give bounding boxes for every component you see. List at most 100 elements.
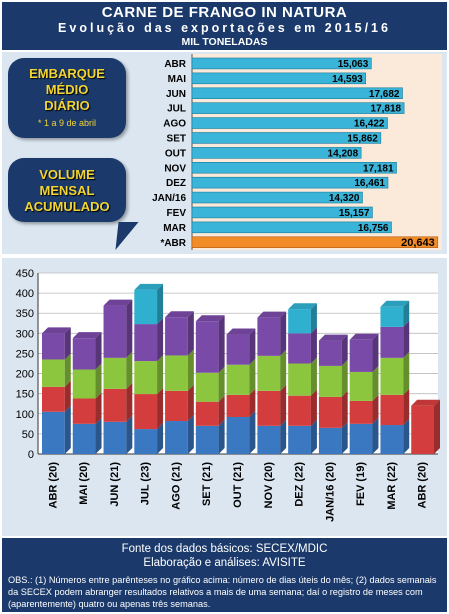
daily-category-label: MAR bbox=[163, 223, 187, 234]
stack-segment bbox=[165, 317, 188, 356]
stack-segment-side bbox=[341, 334, 348, 366]
stack-segment bbox=[72, 398, 96, 424]
chart-title: CARNE DE FRANGO IN NATURA bbox=[101, 4, 348, 21]
daily-value-label: 15,862 bbox=[347, 134, 378, 145]
stack-segment bbox=[349, 423, 373, 454]
stack-segment bbox=[226, 394, 250, 417]
stack-segment-side bbox=[218, 419, 225, 454]
daily-bar bbox=[191, 72, 367, 85]
stack-segment-side bbox=[341, 421, 348, 454]
y-tick-label: 0 bbox=[28, 449, 34, 461]
daily-value-label: 15,063 bbox=[338, 59, 369, 70]
stack-segment-side bbox=[249, 328, 256, 365]
stack-top-face bbox=[195, 315, 225, 322]
stack-segment bbox=[134, 394, 158, 430]
stack-segment bbox=[42, 386, 65, 412]
stack-segment bbox=[411, 405, 434, 454]
stack-top-face bbox=[42, 327, 71, 334]
stack-segment bbox=[195, 321, 219, 373]
daily-value-label: 16,756 bbox=[358, 223, 389, 234]
stack-segment bbox=[42, 411, 65, 454]
daily-value-label: 15,157 bbox=[339, 208, 370, 219]
daily-value-label: 14,320 bbox=[329, 193, 360, 204]
x-tick-label: MAI (20) bbox=[78, 462, 90, 505]
stack-segment-side bbox=[372, 417, 379, 454]
stack-segment-side bbox=[310, 303, 317, 334]
stack-segment bbox=[380, 394, 404, 426]
stack-segment bbox=[134, 429, 158, 454]
stack-segment bbox=[165, 421, 188, 454]
stack-segment bbox=[318, 365, 342, 397]
stack-segment bbox=[226, 416, 250, 454]
stack-top-face bbox=[380, 300, 410, 307]
monthly-callout-line-2: MENSAL bbox=[39, 183, 95, 198]
stack-segment-side bbox=[126, 351, 133, 389]
stack-segment bbox=[257, 355, 281, 391]
daily-bar bbox=[191, 87, 403, 99]
stack-segment-side bbox=[280, 384, 287, 426]
stack-segment-side bbox=[95, 332, 102, 370]
stack-segment bbox=[226, 334, 250, 365]
stack-segment bbox=[72, 338, 96, 370]
daily-category-label: JUL bbox=[167, 104, 186, 115]
stack-segment-side bbox=[95, 363, 102, 399]
stack-segment-side bbox=[157, 388, 164, 430]
x-tick-label: AGO (21) bbox=[170, 462, 182, 510]
stack-segment-side bbox=[157, 283, 164, 325]
y-tick-label: 450 bbox=[16, 268, 34, 280]
stack-segment-side bbox=[218, 315, 225, 373]
stack-segment-side bbox=[403, 320, 410, 358]
stack-segment-side bbox=[280, 349, 287, 391]
daily-value-label: 17,818 bbox=[371, 104, 402, 115]
stack-segment-side bbox=[372, 394, 379, 424]
y-tick-label: 50 bbox=[22, 429, 34, 441]
stack-top-face bbox=[72, 332, 102, 339]
x-tick-label: ABR (20) bbox=[47, 462, 59, 509]
x-tick-label: JUL (23) bbox=[140, 462, 152, 506]
unit-label: MIL TONELADAS bbox=[181, 36, 268, 48]
stack-segment-side bbox=[341, 359, 348, 397]
daily-category-label: ABR bbox=[164, 59, 186, 70]
daily-bar bbox=[191, 236, 439, 249]
stack-segment bbox=[288, 425, 311, 454]
stack-segment-side bbox=[403, 419, 410, 454]
daily-callout-line-2: MÉDIO bbox=[45, 82, 89, 97]
stack-segment-side bbox=[95, 417, 102, 454]
daily-panel: EMBARQUE MÉDIO DIÁRIO * 1 a 9 de abril V… bbox=[2, 52, 447, 254]
stack-segment bbox=[42, 359, 65, 387]
stack-segment bbox=[195, 425, 219, 454]
stack-segment bbox=[226, 364, 250, 395]
stack-segment-side bbox=[249, 388, 256, 417]
stack-segment-side bbox=[187, 349, 194, 391]
stack-segment bbox=[134, 361, 158, 395]
monthly-callout: VOLUME MENSAL ACUMULADO bbox=[8, 158, 126, 222]
stack-segment bbox=[318, 340, 342, 366]
stack-segment bbox=[165, 390, 188, 422]
y-tick-label: 100 bbox=[16, 409, 34, 421]
stack-segment bbox=[318, 396, 342, 428]
x-tick-label: OUT (21) bbox=[232, 462, 244, 508]
stack-segment bbox=[288, 309, 311, 334]
y-tick-label: 200 bbox=[16, 369, 34, 381]
stack-segment-side bbox=[187, 311, 194, 356]
observation-text: OBS.: (1) Números entre parênteses no gr… bbox=[8, 575, 437, 609]
daily-category-label: OUT bbox=[165, 148, 186, 159]
stack-segment-side bbox=[310, 419, 317, 454]
stack-segment bbox=[165, 355, 188, 391]
daily-bar bbox=[191, 191, 363, 204]
stack-segment bbox=[380, 425, 404, 454]
stack-segment-side bbox=[403, 351, 410, 395]
stack-segment bbox=[103, 388, 127, 422]
stack-segment-side bbox=[310, 327, 317, 364]
footer: Fonte dos dados básicos: SECEX/MDIC Elab… bbox=[2, 538, 447, 612]
chart-subtitle: Evolução das exportações em 2015/16 bbox=[58, 21, 391, 35]
stack-segment-side bbox=[218, 395, 225, 426]
stack-top-face bbox=[226, 328, 256, 335]
stack-segment bbox=[380, 357, 404, 395]
daily-category-label: AGO bbox=[163, 119, 186, 130]
daily-value-label: 14,593 bbox=[332, 74, 363, 85]
stack-top-face bbox=[349, 333, 379, 340]
y-tick-label: 250 bbox=[16, 348, 34, 360]
daily-bar bbox=[191, 57, 372, 70]
y-tick-label: 400 bbox=[16, 288, 34, 300]
